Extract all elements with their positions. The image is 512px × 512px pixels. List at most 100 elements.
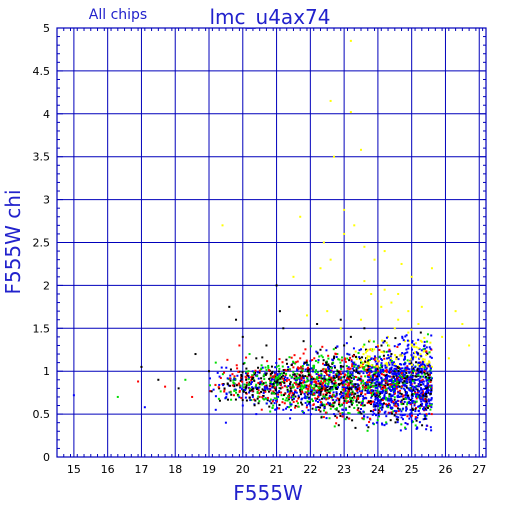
data-point [335, 353, 338, 356]
data-point [409, 381, 412, 384]
data-point [402, 402, 405, 405]
data-point [417, 382, 420, 385]
data-point [259, 381, 262, 384]
data-point [325, 349, 328, 352]
data-point [383, 357, 386, 360]
data-point [351, 363, 354, 366]
data-point [247, 376, 250, 379]
data-point [363, 343, 366, 346]
data-point [311, 393, 314, 396]
data-point [399, 413, 402, 416]
data-point [282, 408, 285, 411]
data-point [327, 380, 330, 383]
data-point [314, 397, 317, 400]
data-point [269, 382, 272, 385]
data-point [264, 381, 267, 384]
data-point [293, 382, 296, 385]
data-point [389, 379, 392, 382]
data-point [236, 374, 239, 377]
data-point [422, 383, 425, 386]
data-point [390, 383, 393, 386]
data-point [374, 374, 377, 377]
data-point [423, 399, 426, 402]
data-point [344, 379, 347, 382]
data-point [379, 370, 382, 373]
data-point [424, 375, 427, 378]
data-point [389, 397, 392, 400]
data-point [361, 386, 364, 389]
data-point [349, 399, 352, 402]
data-point [231, 373, 234, 376]
data-point [357, 407, 360, 410]
data-point [281, 365, 284, 368]
data-point [420, 387, 423, 390]
data-point [385, 350, 388, 353]
data-point [401, 376, 404, 379]
data-point [339, 382, 342, 385]
data-point [287, 395, 290, 398]
data-point [280, 372, 283, 375]
data-point [404, 422, 407, 425]
data-point [447, 357, 450, 360]
data-point [374, 369, 377, 372]
data-point [358, 390, 361, 393]
data-point [347, 366, 350, 369]
data-point [371, 366, 374, 369]
data-point [320, 380, 323, 383]
data-point [426, 340, 429, 343]
data-point [278, 310, 281, 313]
data-point [278, 367, 281, 370]
data-point [429, 366, 432, 369]
data-point [381, 370, 384, 373]
data-point [287, 366, 290, 369]
data-point [295, 391, 298, 394]
data-point [383, 288, 386, 291]
data-point [368, 386, 371, 389]
data-point [273, 397, 276, 400]
data-point [343, 388, 346, 391]
data-point [381, 422, 384, 425]
data-point [349, 387, 352, 390]
data-point [338, 405, 341, 408]
data-point [368, 379, 371, 382]
data-point [360, 148, 363, 151]
data-point [418, 361, 421, 364]
data-point [322, 403, 325, 406]
data-point [390, 411, 393, 414]
data-point [346, 367, 349, 370]
data-point [377, 391, 380, 394]
data-point [245, 378, 248, 381]
y-tick-label: 1.5 [33, 322, 51, 335]
data-point [385, 366, 388, 369]
data-point [306, 376, 309, 379]
data-point [240, 375, 243, 378]
data-point [426, 384, 429, 387]
data-point [311, 392, 314, 395]
data-point [425, 367, 428, 370]
data-point [334, 407, 337, 410]
data-point [389, 419, 392, 422]
data-point [412, 368, 415, 371]
data-point [421, 358, 424, 361]
data-point [398, 343, 401, 346]
data-point [261, 356, 264, 359]
data-point [401, 395, 404, 398]
data-point [250, 388, 253, 391]
data-point [367, 391, 370, 394]
data-point [357, 371, 360, 374]
data-point [426, 352, 429, 355]
data-point [421, 360, 424, 363]
data-point [360, 379, 363, 382]
data-point [388, 397, 391, 400]
data-point [274, 366, 277, 369]
data-point [380, 305, 383, 308]
data-point [281, 361, 284, 364]
data-point [250, 379, 253, 382]
data-point [339, 364, 342, 367]
data-point [400, 423, 403, 426]
data-point [361, 390, 364, 393]
data-point [323, 363, 326, 366]
data-point [324, 389, 327, 392]
data-point [425, 387, 428, 390]
data-point [307, 369, 310, 372]
